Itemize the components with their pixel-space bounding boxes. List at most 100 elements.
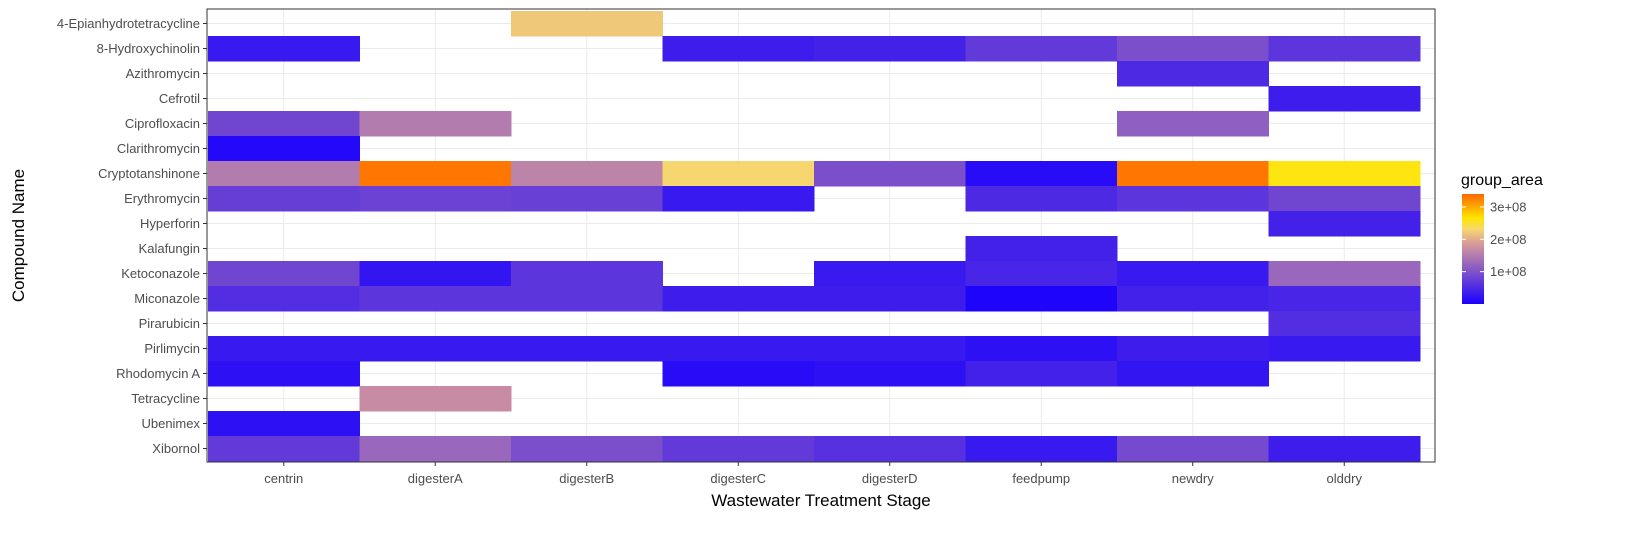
heatmap-cell	[814, 436, 966, 462]
heatmap-cell	[1117, 336, 1269, 362]
heatmap-cell	[1117, 111, 1269, 137]
legend: group_area 1e+08 2e+08 3e+08	[1461, 172, 1543, 304]
heatmap-cell	[662, 436, 815, 462]
heatmap-cell	[208, 361, 360, 387]
y-tick-label: Erythromycin	[124, 191, 200, 206]
y-tick-label: Rhodomycin A	[116, 366, 200, 381]
y-tick-label: Cryptotanshinone	[98, 166, 200, 181]
heatmap-cell	[208, 36, 360, 62]
heatmap-cell	[1268, 336, 1421, 362]
y-tick-label: Pirarubicin	[139, 316, 200, 331]
y-tick-label: 4-Epianhydrotetracycline	[57, 16, 200, 31]
heatmap-cell	[814, 361, 966, 387]
panel-border	[206, 8, 1436, 463]
heatmap-cell	[814, 286, 966, 312]
heatmap-cell	[208, 261, 360, 287]
heatmap-cell	[965, 261, 1118, 287]
heatmap-cell	[1117, 286, 1269, 312]
heatmap-cell	[511, 186, 663, 212]
heatmap-cell	[1117, 186, 1269, 212]
heatmap-cell	[662, 336, 815, 362]
heatmap-cell	[511, 436, 663, 462]
heatmap-cell	[965, 161, 1118, 187]
heatmap-cell	[1117, 36, 1269, 62]
heatmap-cell	[814, 261, 966, 287]
heatmap-cell	[359, 111, 512, 137]
x-tick-label: feedpump	[1012, 471, 1070, 486]
legend-tick-label: 3e+08	[1490, 199, 1527, 214]
heatmap-cell	[662, 361, 815, 387]
y-tick-label: Hyperforin	[140, 216, 200, 231]
legend-tick-label: 1e+08	[1490, 264, 1527, 279]
y-tick-label: 8-Hydroxychinolin	[97, 41, 200, 56]
y-tick-label: Azithromycin	[126, 66, 200, 81]
x-tick-label: digesterB	[559, 471, 614, 486]
heatmap-cell	[965, 286, 1118, 312]
legend-colorbar	[1462, 194, 1484, 304]
x-tick-label: olddry	[1327, 471, 1363, 486]
heatmap-cell	[511, 161, 663, 187]
y-tick-label: Tetracycline	[131, 391, 200, 406]
heatmap-cell	[662, 286, 815, 312]
heatmap-cell	[208, 436, 360, 462]
heatmap-cell	[662, 186, 815, 212]
y-tick-label: Pirlimycin	[144, 341, 200, 356]
heatmap-cell	[1268, 286, 1421, 312]
heatmap-cell	[1268, 261, 1421, 287]
heatmap-cell	[208, 161, 360, 187]
x-tick-label: newdry	[1172, 471, 1214, 486]
x-tick-label: digesterC	[710, 471, 766, 486]
y-axis-title: Compound Name	[9, 169, 28, 302]
heatmap-cell	[1117, 61, 1269, 87]
x-axis-ticks: centrin digesterA digesterB digesterC digest…	[264, 462, 1362, 486]
heatmap-cell	[1117, 436, 1269, 462]
heatmap-cell	[1268, 161, 1421, 187]
x-tick-label: digesterA	[408, 471, 463, 486]
y-tick-label: Ciprofloxacin	[125, 116, 200, 131]
x-axis-title: Wastewater Treatment Stage	[711, 491, 931, 510]
y-tick-label: Cefrotil	[159, 91, 200, 106]
heatmap-cell	[208, 286, 360, 312]
heatmap-tiles	[208, 11, 1421, 462]
heatmap-cell	[359, 336, 512, 362]
heatmap-cell	[814, 336, 966, 362]
heatmap-cell	[1117, 261, 1269, 287]
legend-tick-label: 2e+08	[1490, 232, 1527, 247]
y-tick-label: Miconazole	[134, 291, 200, 306]
heatmap-cell	[511, 286, 663, 312]
heatmap-cell	[1268, 36, 1421, 62]
heatmap-cell	[814, 161, 966, 187]
heatmap-cell	[814, 36, 966, 62]
y-axis-ticks: 4-Epianhydrotetracycline 8-Hydroxychinoli…	[57, 16, 207, 456]
heatmap-cell	[1268, 311, 1421, 337]
legend-title: group_area	[1461, 172, 1543, 189]
heatmap-cell	[359, 386, 512, 412]
x-tick-label: centrin	[264, 471, 303, 486]
heatmap-cell	[1268, 211, 1421, 237]
heatmap-cell	[359, 261, 512, 287]
heatmap-cell	[662, 161, 815, 187]
heatmap-cell	[359, 286, 512, 312]
heatmap-cell	[511, 336, 663, 362]
heatmap-cell	[208, 111, 360, 137]
heatmap-cell	[1268, 86, 1421, 112]
heatmap-cell	[1117, 161, 1269, 187]
legend-ticks: 1e+08 2e+08 3e+08	[1462, 199, 1527, 279]
heatmap-cell	[662, 36, 815, 62]
heatmap-cell	[1268, 436, 1421, 462]
y-tick-label: Clarithromycin	[117, 141, 200, 156]
x-tick-label: digesterD	[862, 471, 918, 486]
heatmap-cell	[965, 361, 1118, 387]
heatmap-cell	[511, 11, 663, 37]
heatmap-cell	[1268, 186, 1421, 212]
heatmap-cell	[965, 236, 1118, 262]
y-tick-label: Kalafungin	[139, 241, 200, 256]
heatmap-cell	[511, 261, 663, 287]
heatmap-cell	[965, 436, 1118, 462]
heatmap-cell	[208, 136, 360, 162]
heatmap-cell	[359, 161, 512, 187]
heatmap-cell	[965, 36, 1118, 62]
heatmap-cell	[965, 186, 1118, 212]
heatmap-cell	[1117, 361, 1269, 387]
